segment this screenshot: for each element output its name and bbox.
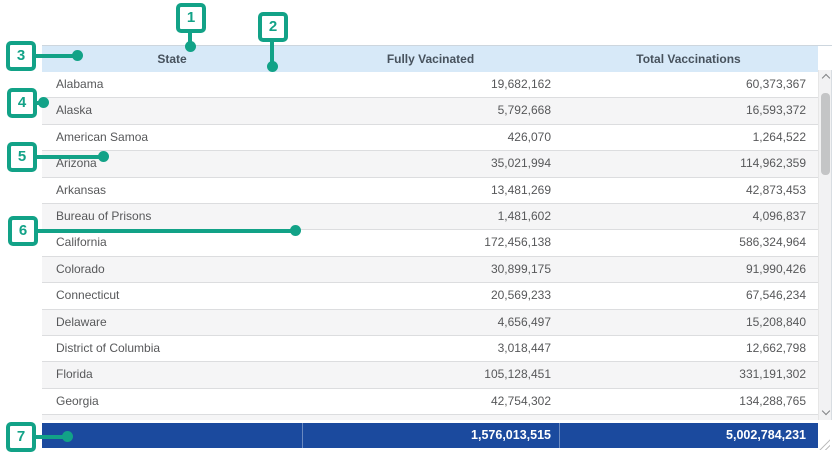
cell-fully-vaccinated: 42,754,302 (490, 393, 551, 408)
cell-total-vaccinations: 331,191,302 (739, 367, 806, 382)
cell-fully-vaccinated: 13,481,269 (490, 182, 551, 197)
summary-state (42, 423, 302, 448)
callout-1-dot (185, 41, 196, 52)
table-row[interactable]: Georgia 42,754,302 134,288,765 (42, 388, 818, 416)
cell-fully-vaccinated: 5,792,668 (497, 103, 551, 118)
cell-state: Alabama (56, 77, 104, 91)
table-row[interactable]: Alabama 19,682,162 60,373,367 (42, 72, 818, 99)
scroll-down-button[interactable] (819, 406, 833, 420)
callout-6-dot (290, 225, 301, 236)
table-top-border (42, 45, 832, 46)
callout-4: 4 (7, 88, 37, 118)
callout-7: 7 (6, 422, 36, 452)
cell-fully-vaccinated: 172,456,138 (484, 235, 551, 250)
summary-fully-vaccinated: 1,576,013,515 (302, 423, 559, 448)
chevron-up-icon (821, 73, 831, 83)
cell-state: Georgia (56, 393, 99, 408)
table-row[interactable]: Connecticut 20,569,233 67,546,234 (42, 283, 818, 310)
cell-state: California (56, 235, 107, 250)
cell-total-vaccinations: 60,373,367 (745, 77, 806, 91)
callout-6-connector (35, 229, 296, 233)
header-cell-total-vaccinations[interactable]: Total Vaccinations (636, 52, 741, 66)
callout-3: 3 (6, 41, 36, 71)
cell-state: Florida (56, 367, 93, 382)
cell-state: Arkansas (56, 182, 107, 197)
callout-5-dot (98, 151, 109, 162)
cell-state: Delaware (56, 314, 107, 329)
callout-1-connector (188, 31, 192, 47)
table-row[interactable]: Florida 105,128,451 331,191,302 (42, 362, 818, 389)
table-row[interactable]: California 172,456,138 586,324,964 (42, 230, 818, 257)
cell-fully-vaccinated: 1,481,602 (497, 208, 551, 223)
cell-total-vaccinations: 16,593,372 (745, 103, 806, 118)
callout-3-connector (34, 54, 80, 58)
table-row[interactable]: Alaska 5,792,668 16,593,372 (42, 98, 818, 125)
cell-total-vaccinations: 4,096,837 (752, 208, 806, 223)
table-row[interactable]: Delaware 4,656,497 15,208,840 (42, 309, 818, 336)
chevron-down-icon (821, 406, 831, 416)
callout-2-connector (270, 40, 274, 67)
cell-total-vaccinations: 134,288,765 (739, 393, 806, 408)
cell-state: Arizona (56, 156, 97, 171)
cell-state: Connecticut (56, 288, 120, 303)
cell-state: Alaska (56, 103, 93, 118)
callout-2: 2 (258, 12, 288, 42)
scroll-up-button[interactable] (819, 70, 833, 84)
cell-total-vaccinations: 12,662,798 (745, 340, 806, 355)
cell-fully-vaccinated: 30,899,175 (490, 261, 551, 276)
table-row[interactable]: Arkansas 13,481,269 42,873,453 (42, 177, 818, 204)
vertical-scrollbar[interactable] (818, 70, 832, 420)
cell-fully-vaccinated: 20,569,233 (490, 288, 551, 303)
callout-6: 6 (8, 216, 38, 246)
table-body: Alabama 19,682,162 60,373,367 Alaska 5,7… (42, 72, 818, 420)
table-row[interactable]: Bureau of Prisons 1,481,602 4,096,837 (42, 203, 818, 231)
cell-state: Colorado (56, 261, 105, 276)
callout-1: 1 (176, 3, 206, 33)
callout-5: 5 (7, 142, 37, 172)
resize-grip-icon (819, 439, 830, 450)
callout-2-dot (267, 61, 278, 72)
cell-state: American Samoa (56, 129, 149, 144)
cell-total-vaccinations: 586,324,964 (739, 235, 806, 250)
table-row[interactable]: Arizona 35,021,994 114,962,359 (42, 151, 818, 178)
summary-total-vaccinations: 5,002,784,231 (559, 423, 818, 448)
callout-5-connector (34, 155, 104, 159)
cell-total-vaccinations: 67,546,234 (745, 288, 806, 303)
scrollbar-thumb[interactable] (821, 93, 830, 175)
cell-fully-vaccinated: 35,021,994 (490, 156, 551, 171)
cell-total-vaccinations: 15,208,840 (745, 314, 806, 329)
cell-state: District of Columbia (56, 340, 161, 355)
header-cell-fully-vaccinated[interactable]: Fully Vacinated (386, 52, 475, 66)
cell-fully-vaccinated: 19,682,162 (490, 77, 551, 91)
table-header: State Fully Vacinated Total Vaccinations (42, 46, 818, 72)
callout-4-dot (38, 97, 49, 108)
cell-fully-vaccinated: 4,656,497 (497, 314, 551, 329)
table-row[interactable]: District of Columbia 3,018,447 12,662,79… (42, 335, 818, 363)
cell-total-vaccinations: 114,962,359 (740, 156, 806, 171)
header-cell-state[interactable]: State (157, 52, 187, 66)
cell-total-vaccinations: 1,264,522 (752, 129, 806, 144)
cell-fully-vaccinated: 426,070 (507, 129, 551, 144)
cell-fully-vaccinated: 3,018,447 (497, 340, 551, 355)
table-row-partial (42, 415, 818, 420)
cell-fully-vaccinated: 105,128,451 (484, 367, 551, 382)
table-row[interactable]: American Samoa 426,070 1,264,522 (42, 124, 818, 152)
table-row[interactable]: Colorado 30,899,175 91,990,426 (42, 256, 818, 284)
cell-total-vaccinations: 42,873,453 (745, 182, 806, 197)
summary-row: 1,576,013,515 5,002,784,231 (42, 423, 818, 448)
callout-7-dot (62, 431, 73, 442)
callout-7-connector (33, 435, 68, 439)
callout-3-dot (72, 50, 83, 61)
cell-total-vaccinations: 91,990,426 (745, 261, 806, 276)
cell-state: Bureau of Prisons (56, 208, 152, 223)
